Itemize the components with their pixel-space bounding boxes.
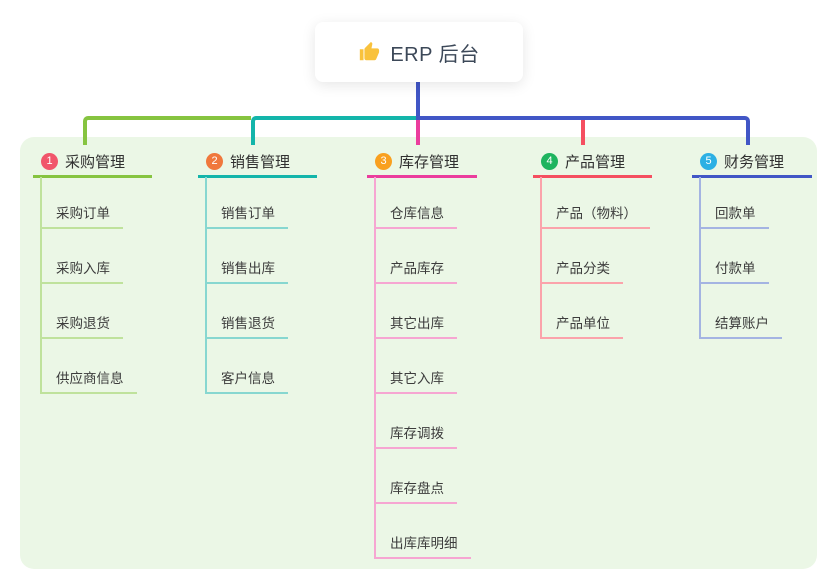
branch-connector [251, 116, 416, 145]
child-node[interactable]: 产品（物料） [540, 206, 650, 229]
child-node[interactable]: 结算账户 [699, 316, 782, 339]
child-node[interactable]: 库存盘点 [374, 481, 457, 504]
branch-label: 产品管理 [565, 153, 626, 171]
branch-number-badge: 2 [206, 152, 223, 170]
branches-panel [20, 137, 817, 569]
child-node[interactable]: 采购订单 [40, 206, 123, 229]
branch-node[interactable]: 4 产品管理 [533, 147, 652, 178]
child-node[interactable]: 销售订单 [205, 206, 288, 229]
branch-connector [83, 116, 251, 145]
branch-number-badge: 5 [700, 152, 717, 170]
root-node[interactable]: ERP 后台 [315, 22, 523, 82]
branch-node[interactable]: 2 销售管理 [198, 147, 317, 178]
child-node[interactable]: 产品分类 [540, 261, 623, 284]
branch-number-badge: 4 [541, 152, 558, 170]
branch-connector [581, 120, 585, 145]
branch-label: 采购管理 [65, 153, 126, 171]
child-node[interactable]: 出库库明细 [374, 536, 471, 559]
child-node[interactable]: 库存调拨 [374, 426, 457, 449]
branch-children-rail [40, 177, 42, 394]
branch-label: 财务管理 [724, 153, 785, 171]
child-node[interactable]: 销售出库 [205, 261, 288, 284]
child-node[interactable]: 产品单位 [540, 316, 623, 339]
child-node[interactable]: 产品库存 [374, 261, 457, 284]
child-node[interactable]: 供应商信息 [40, 371, 137, 394]
branch-number-badge: 3 [375, 152, 392, 170]
root-stem-connector [416, 78, 420, 120]
child-node[interactable]: 采购退货 [40, 316, 123, 339]
branch-node[interactable]: 3 库存管理 [367, 147, 477, 178]
root-label: ERP 后台 [390, 43, 480, 66]
branch-label: 库存管理 [399, 153, 460, 171]
branch-children-rail [205, 177, 207, 394]
child-node[interactable]: 回款单 [699, 206, 769, 229]
child-node[interactable]: 其它出库 [374, 316, 457, 339]
child-node[interactable]: 仓库信息 [374, 206, 457, 229]
child-node[interactable]: 客户信息 [205, 371, 288, 394]
branch-children-rail [374, 177, 376, 559]
child-node[interactable]: 销售退货 [205, 316, 288, 339]
thumbs-up-icon [358, 41, 380, 63]
child-node[interactable]: 其它入库 [374, 371, 457, 394]
branch-label: 销售管理 [230, 153, 291, 171]
branch-children-rail [699, 177, 701, 339]
branch-connector [416, 116, 750, 145]
branch-node[interactable]: 5 财务管理 [692, 147, 812, 178]
branch-number-badge: 1 [41, 152, 58, 170]
child-node[interactable]: 付款单 [699, 261, 769, 284]
branch-node[interactable]: 1 采购管理 [33, 147, 152, 178]
child-node[interactable]: 采购入库 [40, 261, 123, 284]
branch-children-rail [540, 177, 542, 339]
branch-connector [416, 120, 420, 145]
